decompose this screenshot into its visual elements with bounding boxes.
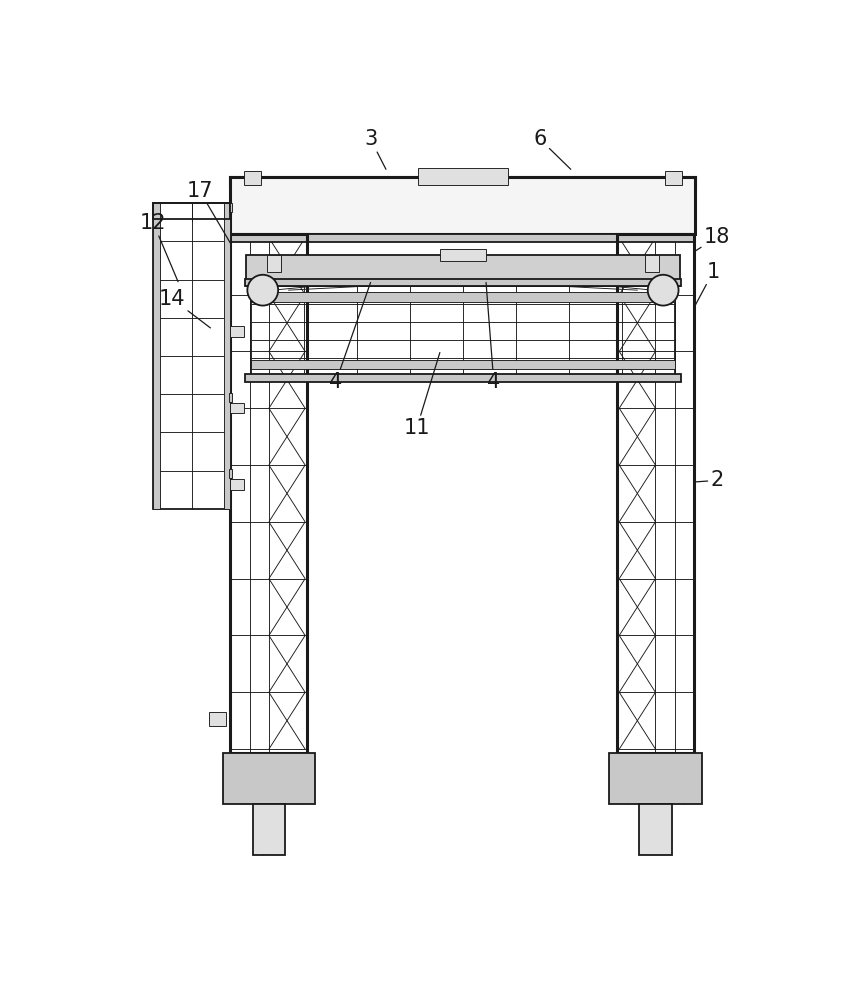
Bar bbox=[228, 203, 232, 212]
Text: 17: 17 bbox=[186, 181, 230, 243]
Text: 6: 6 bbox=[532, 129, 570, 169]
Bar bbox=[153, 203, 159, 509]
Text: 3: 3 bbox=[364, 129, 385, 169]
Text: 120: 120 bbox=[0, 999, 1, 1000]
Bar bbox=[250, 292, 674, 302]
Bar bbox=[616, 234, 694, 753]
Text: 69: 69 bbox=[0, 999, 1, 1000]
Bar bbox=[245, 255, 679, 286]
Bar bbox=[230, 234, 307, 753]
Text: 1: 1 bbox=[694, 262, 719, 305]
Bar bbox=[230, 326, 244, 337]
Text: 4: 4 bbox=[329, 282, 370, 392]
Polygon shape bbox=[696, 939, 733, 952]
Circle shape bbox=[648, 955, 661, 968]
Bar bbox=[644, 255, 658, 272]
Bar bbox=[245, 279, 680, 286]
Bar bbox=[252, 804, 285, 855]
Bar bbox=[624, 900, 686, 942]
Bar bbox=[230, 403, 244, 413]
Text: 18: 18 bbox=[694, 227, 729, 251]
Bar bbox=[638, 804, 671, 855]
Text: 12: 12 bbox=[140, 213, 178, 282]
Text: 4: 4 bbox=[486, 282, 500, 392]
Circle shape bbox=[250, 942, 288, 981]
Text: 11: 11 bbox=[403, 353, 440, 438]
Bar bbox=[244, 171, 261, 185]
Bar bbox=[230, 177, 694, 186]
Circle shape bbox=[647, 275, 677, 306]
Bar bbox=[440, 249, 486, 261]
Circle shape bbox=[705, 910, 724, 928]
Bar bbox=[250, 286, 674, 376]
Bar bbox=[228, 469, 232, 478]
Bar bbox=[224, 203, 230, 509]
Circle shape bbox=[262, 955, 274, 968]
Bar bbox=[222, 753, 314, 804]
Text: 2: 2 bbox=[694, 470, 722, 490]
Bar bbox=[230, 234, 694, 242]
Bar bbox=[188, 900, 228, 939]
Text: 121: 121 bbox=[0, 999, 1, 1000]
Bar bbox=[694, 900, 734, 939]
Bar bbox=[153, 203, 230, 509]
Text: 14: 14 bbox=[158, 289, 210, 328]
Circle shape bbox=[636, 942, 674, 981]
Bar bbox=[250, 360, 674, 369]
Bar bbox=[230, 177, 694, 234]
Bar bbox=[417, 168, 508, 185]
Bar bbox=[608, 753, 701, 804]
Bar bbox=[153, 203, 230, 219]
Polygon shape bbox=[190, 939, 227, 952]
Circle shape bbox=[199, 910, 218, 928]
Bar bbox=[230, 479, 244, 490]
Bar bbox=[245, 374, 680, 382]
Text: 70: 70 bbox=[0, 999, 1, 1000]
Circle shape bbox=[247, 275, 278, 306]
Bar bbox=[267, 255, 281, 272]
Bar bbox=[228, 393, 232, 402]
Bar bbox=[664, 171, 681, 185]
Bar bbox=[238, 900, 299, 942]
Bar bbox=[209, 712, 226, 726]
